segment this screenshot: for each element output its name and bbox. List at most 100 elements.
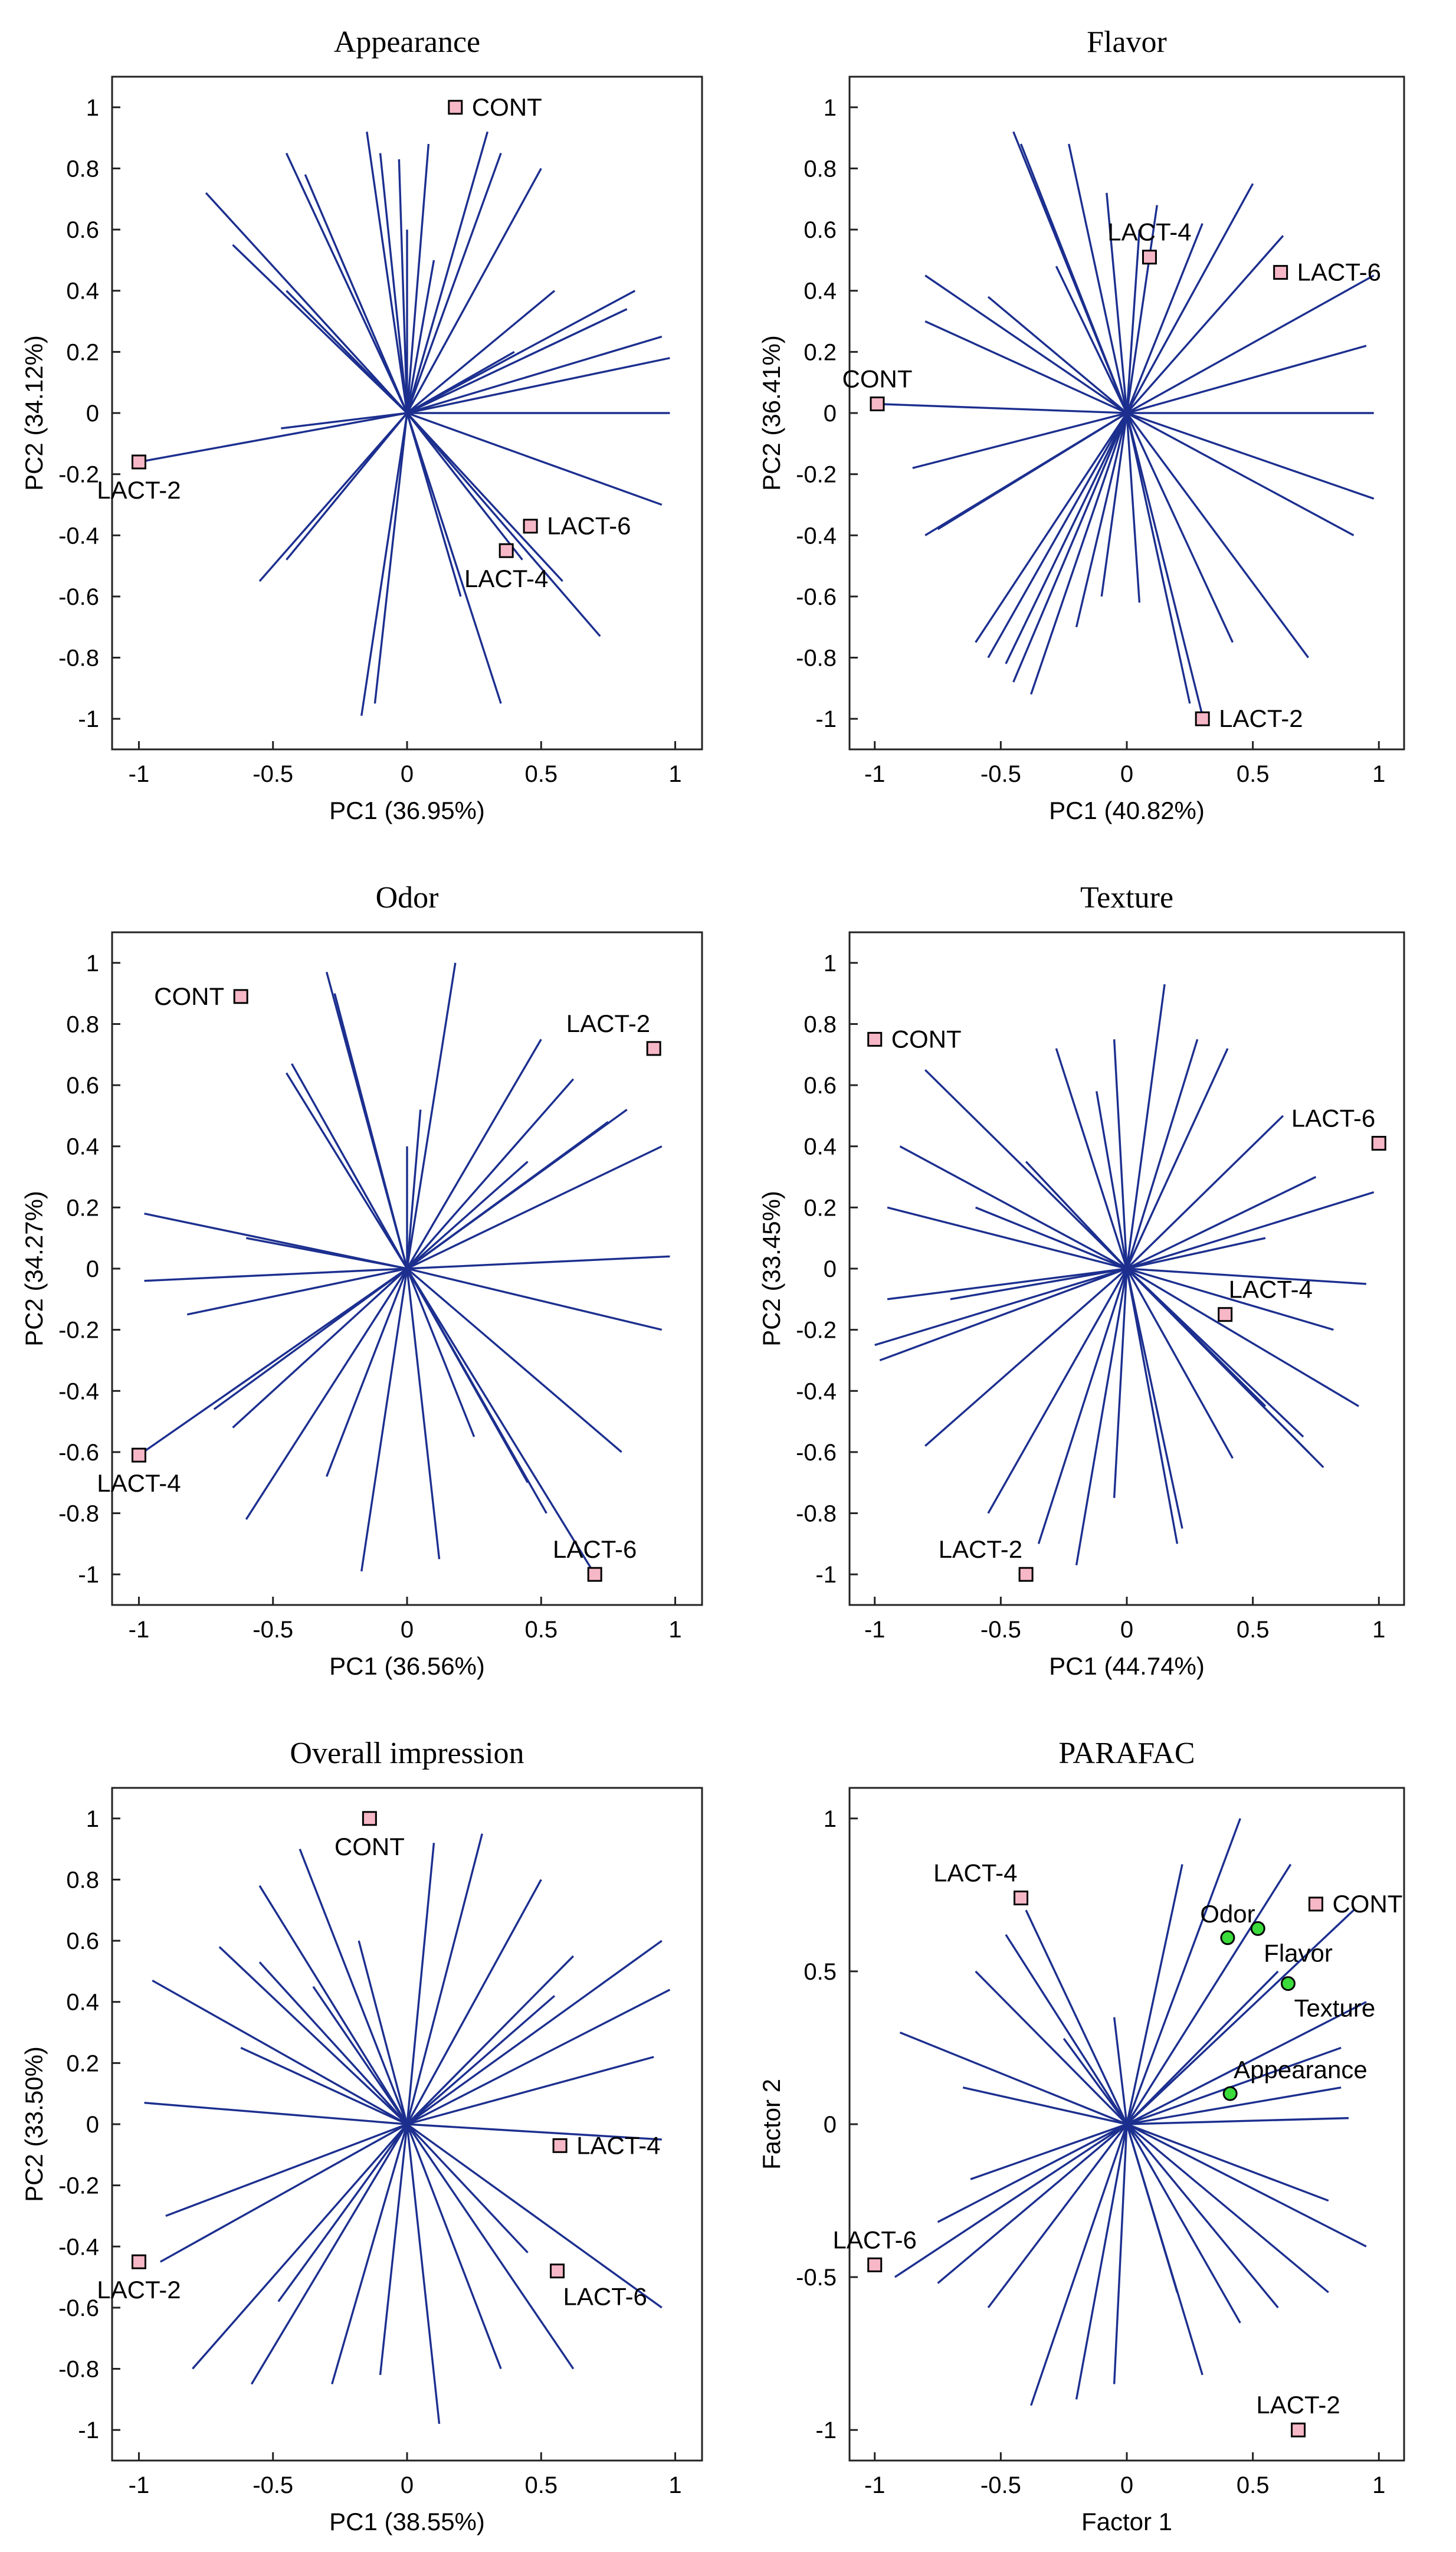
plot-3-loading-line	[144, 1267, 408, 1282]
plot-6-loading-line	[1126, 2123, 1329, 2202]
plot-5-sample-marker	[550, 2263, 565, 2279]
plot-2-sample-marker	[1195, 711, 1210, 726]
plot-3-loading-line	[406, 1145, 663, 1270]
plot-4-loading-line	[1025, 1161, 1128, 1270]
plot-4-loading-line	[1126, 1191, 1375, 1270]
plot-5-loading-line	[277, 2124, 408, 2302]
plot-2-loading-line	[1126, 412, 1310, 659]
plot-3-sample-label: LACT-6	[553, 1535, 637, 1563]
plot-6-loading-line	[1126, 1818, 1241, 2125]
plot-6-ytick-label: 0	[824, 2112, 837, 2138]
plot-2-loading-line	[1030, 412, 1128, 695]
plot-3-loading-line	[406, 1121, 609, 1270]
plot-6-ylabel: Factor 2	[757, 2079, 785, 2170]
plot-6-loading-line	[1126, 2123, 1329, 2294]
plot-4-loading-line	[1126, 1267, 1359, 1407]
plot-3-loading-line	[333, 993, 408, 1269]
plot-5-sample-label: LACT-4	[576, 2131, 660, 2159]
plot-6-title: PARAFAC	[1058, 1737, 1195, 1770]
plot-6-loading-line	[962, 2086, 1127, 2125]
plot-2-loading-line	[1126, 412, 1191, 704]
plot-6-loading-line	[937, 2123, 1127, 2223]
plot-3-ytick-label: -0.2	[58, 1318, 99, 1344]
plot-5-sample-label: LACT-6	[563, 2283, 647, 2311]
plot-6-xlabel: Factor 1	[1081, 2508, 1172, 2535]
plot-4-sample-marker	[1371, 1136, 1386, 1151]
plot-4-sample-marker	[1218, 1307, 1233, 1322]
plot-4-xtick-label: 1	[1372, 1617, 1385, 1643]
plot-1-ytick-label: 0.8	[66, 156, 99, 182]
plot-4-ytick-label: -1	[815, 1562, 837, 1588]
plot-1-xlabel: PC1 (36.95%)	[329, 797, 485, 824]
plot-4-loading-line	[1096, 1091, 1128, 1269]
plot-3-ytick-label: 0.2	[66, 1195, 99, 1221]
plot-4-loading-line	[1126, 1048, 1229, 1269]
plot-3-sample-marker	[131, 1447, 146, 1463]
plot-2-loading-line	[975, 412, 1128, 643]
plot-1-xtick-label: 0.5	[524, 761, 558, 787]
plot-1-loading-line	[406, 350, 515, 414]
plot-1: Appearance -1 -0.5 0 0.5 1 -1 -0.8 -0.6 -0.4 -0.2 0…	[20, 25, 703, 824]
plot-3-loading-line	[406, 1267, 622, 1453]
plot-2-loading-line	[924, 320, 1127, 414]
plot-2-loading-line	[1055, 266, 1128, 414]
plot-5-loading-line	[406, 2124, 575, 2370]
plot-5-ytick-label: 0.6	[66, 1928, 99, 1954]
plot-3: Odor -1 -0.5 0 0.5 1 -1 -0.8 -0.6 -0.4 -0.2 0 0.2 0.4…	[20, 881, 703, 1680]
plot-3-loading-line	[406, 1255, 670, 1270]
plot-6-ytick-label: 1	[824, 1806, 837, 1832]
plot-4-xtick-label: -1	[864, 1617, 886, 1643]
plot-6-loading-line	[1126, 1864, 1183, 2125]
plot-2-sample-label: CONT	[842, 365, 913, 392]
plot-6-xtick-label: 0.5	[1237, 2472, 1270, 2498]
plot-5-xtick-label: -0.5	[252, 2472, 293, 2498]
plot-6-loading-line	[1126, 2124, 1179, 2293]
plot-2-loading-line	[1126, 223, 1204, 414]
plot-4-loading-line	[1055, 1048, 1128, 1269]
plot-1-loading-line	[406, 143, 430, 414]
plot-2-ytick-label: -0.2	[796, 462, 837, 488]
plot-4-loading-line	[1126, 984, 1166, 1269]
plot-5-ytick-label: -0.4	[58, 2234, 99, 2260]
plot-6-attribute-label: Flavor	[1264, 1939, 1333, 1967]
plot-5-loading-line	[258, 1961, 408, 2125]
plot-1-sample-marker	[523, 519, 538, 534]
plot-6-loading-line	[1126, 1863, 1292, 2125]
plot-2-sample-marker	[1273, 265, 1288, 280]
plot-6-sample-marker	[1014, 1891, 1029, 1906]
plot-3-loading-line	[245, 1237, 408, 1270]
plot-3-loading-line	[360, 1268, 408, 1572]
plot-4-loading-line	[1126, 1268, 1183, 1529]
plot-5-loading-line	[379, 2124, 408, 2376]
plot-5-loading-line	[312, 1986, 408, 2125]
plot-2-xtick-label: -1	[864, 761, 886, 787]
plot-6-xtick-label: 1	[1372, 2472, 1385, 2498]
plot-3-xtick-label: 0	[401, 1617, 414, 1643]
plot-1-loading-line	[406, 357, 670, 414]
plot-2-ytick-label: 0.2	[804, 339, 837, 365]
plot-4-loading-line	[1126, 1039, 1199, 1269]
plot-3-sample-label: CONT	[154, 982, 224, 1010]
plot-1-loading-line	[406, 412, 663, 506]
plot-1-loading-line	[373, 412, 408, 704]
plot-5-ytick-label: 0.4	[66, 1990, 99, 2016]
plot-1-sample-label: LACT-6	[547, 512, 631, 540]
plot-6-ytick-label: 0.5	[804, 1959, 837, 1985]
plot-4-loading-line	[1113, 1039, 1128, 1269]
plot-5-loading-line	[406, 2123, 529, 2253]
plot-4-sample-label: CONT	[891, 1025, 962, 1053]
plot-4-loading-line	[874, 1267, 1127, 1347]
plot-4: Texture -1 -0.5 0 0.5 1 -1 -0.8 -0.6 -0.4 -0.2 0 0.2…	[757, 881, 1405, 1680]
plot-5-xtick-label: -1	[129, 2472, 150, 2498]
plot-4-loading-line	[1126, 1267, 1267, 1407]
plot-2-loading-line	[1012, 412, 1128, 683]
plot-1-loading-line	[406, 412, 601, 637]
plot-5-title: Overall impression	[290, 1737, 524, 1770]
plot-4-xtick-label: 0	[1120, 1617, 1133, 1643]
plot-6-loading-line	[1126, 2124, 1241, 2324]
plot-6-loading-line	[1113, 2017, 1128, 2125]
plot-1-ytick-label: -0.2	[58, 462, 99, 488]
plot-1-loading-line	[286, 290, 408, 414]
plot-5-xtick-label: 0.5	[524, 2472, 558, 2498]
